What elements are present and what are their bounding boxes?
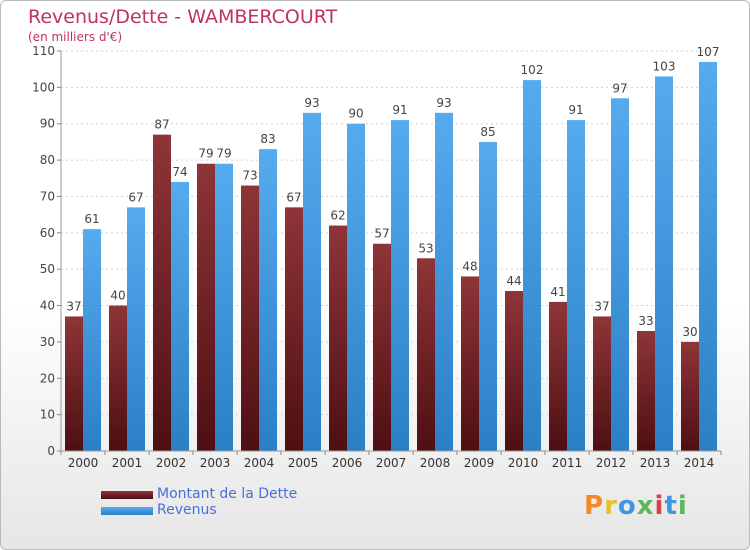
data-label: 48 bbox=[462, 259, 477, 273]
y-tick-label: 0 bbox=[47, 444, 55, 458]
proxiti-logo: Proxiti bbox=[584, 491, 688, 521]
data-label: 62 bbox=[330, 209, 345, 223]
legend-swatch-revenus bbox=[101, 507, 153, 515]
bar-revenus bbox=[171, 181, 189, 451]
x-tick-label: 2004 bbox=[244, 456, 275, 470]
data-label: 97 bbox=[612, 81, 627, 95]
bar-revenus bbox=[127, 207, 145, 451]
bar-debt bbox=[417, 258, 435, 451]
bar-debt bbox=[637, 331, 655, 451]
bar-debt bbox=[461, 276, 479, 451]
legend-label-revenus: Revenus bbox=[157, 502, 217, 518]
data-label: 53 bbox=[418, 241, 433, 255]
bar-revenus bbox=[567, 120, 585, 451]
data-label: 37 bbox=[594, 299, 609, 313]
y-tick-label: 90 bbox=[40, 117, 55, 131]
y-tick-label: 70 bbox=[40, 189, 55, 203]
bar-debt bbox=[65, 316, 83, 451]
data-label: 37 bbox=[66, 299, 81, 313]
legend-label-debt: Montant de la Dette bbox=[157, 486, 298, 502]
y-tick-label: 100 bbox=[32, 80, 55, 94]
bar-debt bbox=[109, 305, 127, 451]
chart-legend: Montant de la Dette Revenus bbox=[101, 486, 361, 519]
bar-debt bbox=[241, 185, 259, 451]
bar-revenus bbox=[259, 149, 277, 451]
data-label: 73 bbox=[242, 169, 257, 183]
data-label: 67 bbox=[286, 190, 301, 204]
x-tick-label: 2005 bbox=[288, 456, 319, 470]
data-label: 74 bbox=[172, 165, 187, 179]
bar-revenus bbox=[479, 141, 497, 451]
legend-item-revenus: Revenus bbox=[101, 502, 361, 519]
x-tick-label: 2003 bbox=[200, 456, 231, 470]
x-tick-label: 2001 bbox=[112, 456, 143, 470]
bar-debt bbox=[373, 243, 391, 451]
bar-debt bbox=[593, 316, 611, 451]
data-label: 61 bbox=[84, 212, 99, 226]
bar-revenus bbox=[83, 229, 101, 451]
data-label: 83 bbox=[260, 132, 275, 146]
x-tick-label: 2009 bbox=[464, 456, 495, 470]
y-tick-label: 50 bbox=[40, 262, 55, 276]
bar-debt bbox=[329, 225, 347, 451]
bar-revenus bbox=[435, 112, 453, 452]
legend-swatch-debt bbox=[101, 491, 153, 499]
x-tick-label: 2002 bbox=[156, 456, 187, 470]
bar-debt bbox=[285, 207, 303, 451]
legend-item-debt: Montant de la Dette bbox=[101, 486, 361, 503]
data-label: 102 bbox=[521, 63, 544, 77]
data-label: 103 bbox=[653, 59, 676, 73]
data-label: 87 bbox=[154, 118, 169, 132]
data-label: 79 bbox=[216, 147, 231, 161]
data-label: 91 bbox=[568, 103, 583, 117]
bar-debt bbox=[505, 291, 523, 451]
bar-revenus bbox=[391, 120, 409, 451]
data-label: 33 bbox=[638, 314, 653, 328]
bar-revenus bbox=[611, 98, 629, 451]
x-tick-label: 2011 bbox=[552, 456, 583, 470]
data-label: 90 bbox=[348, 107, 363, 121]
chart-title: Revenus/Dette - WAMBERCOURT bbox=[28, 6, 338, 28]
bar-revenus bbox=[347, 123, 365, 452]
bar-revenus bbox=[215, 163, 233, 451]
bar-revenus bbox=[303, 112, 321, 452]
y-tick-label: 10 bbox=[40, 408, 55, 422]
data-label: 57 bbox=[374, 227, 389, 241]
x-tick-label: 2006 bbox=[332, 456, 363, 470]
x-tick-label: 2008 bbox=[420, 456, 451, 470]
data-label: 85 bbox=[480, 125, 495, 139]
data-label: 30 bbox=[682, 325, 697, 339]
bar-debt bbox=[681, 341, 699, 451]
y-tick-label: 60 bbox=[40, 226, 55, 240]
x-tick-label: 2000 bbox=[68, 456, 99, 470]
bar-debt bbox=[153, 134, 171, 452]
x-tick-label: 2013 bbox=[640, 456, 671, 470]
data-label: 67 bbox=[128, 190, 143, 204]
data-label: 41 bbox=[550, 285, 565, 299]
y-tick-label: 80 bbox=[40, 153, 55, 167]
bar-revenus bbox=[655, 76, 673, 452]
data-label: 93 bbox=[436, 96, 451, 110]
data-label: 91 bbox=[392, 103, 407, 117]
x-tick-label: 2007 bbox=[376, 456, 407, 470]
data-label: 107 bbox=[697, 45, 720, 59]
bar-debt bbox=[549, 301, 567, 451]
y-tick-label: 40 bbox=[40, 299, 55, 313]
bar-debt bbox=[197, 163, 215, 451]
bar-revenus bbox=[523, 80, 541, 451]
chart-subtitle: (en milliers d'€) bbox=[28, 30, 123, 44]
y-tick-label: 30 bbox=[40, 335, 55, 349]
data-label: 40 bbox=[110, 289, 125, 303]
y-tick-label: 110 bbox=[32, 44, 55, 58]
y-tick-label: 20 bbox=[40, 371, 55, 385]
x-tick-label: 2010 bbox=[508, 456, 539, 470]
bar-revenus bbox=[699, 61, 717, 452]
x-tick-label: 2012 bbox=[596, 456, 627, 470]
data-label: 93 bbox=[304, 96, 319, 110]
data-label: 44 bbox=[506, 274, 521, 288]
x-tick-label: 2014 bbox=[684, 456, 715, 470]
data-label: 79 bbox=[198, 147, 213, 161]
